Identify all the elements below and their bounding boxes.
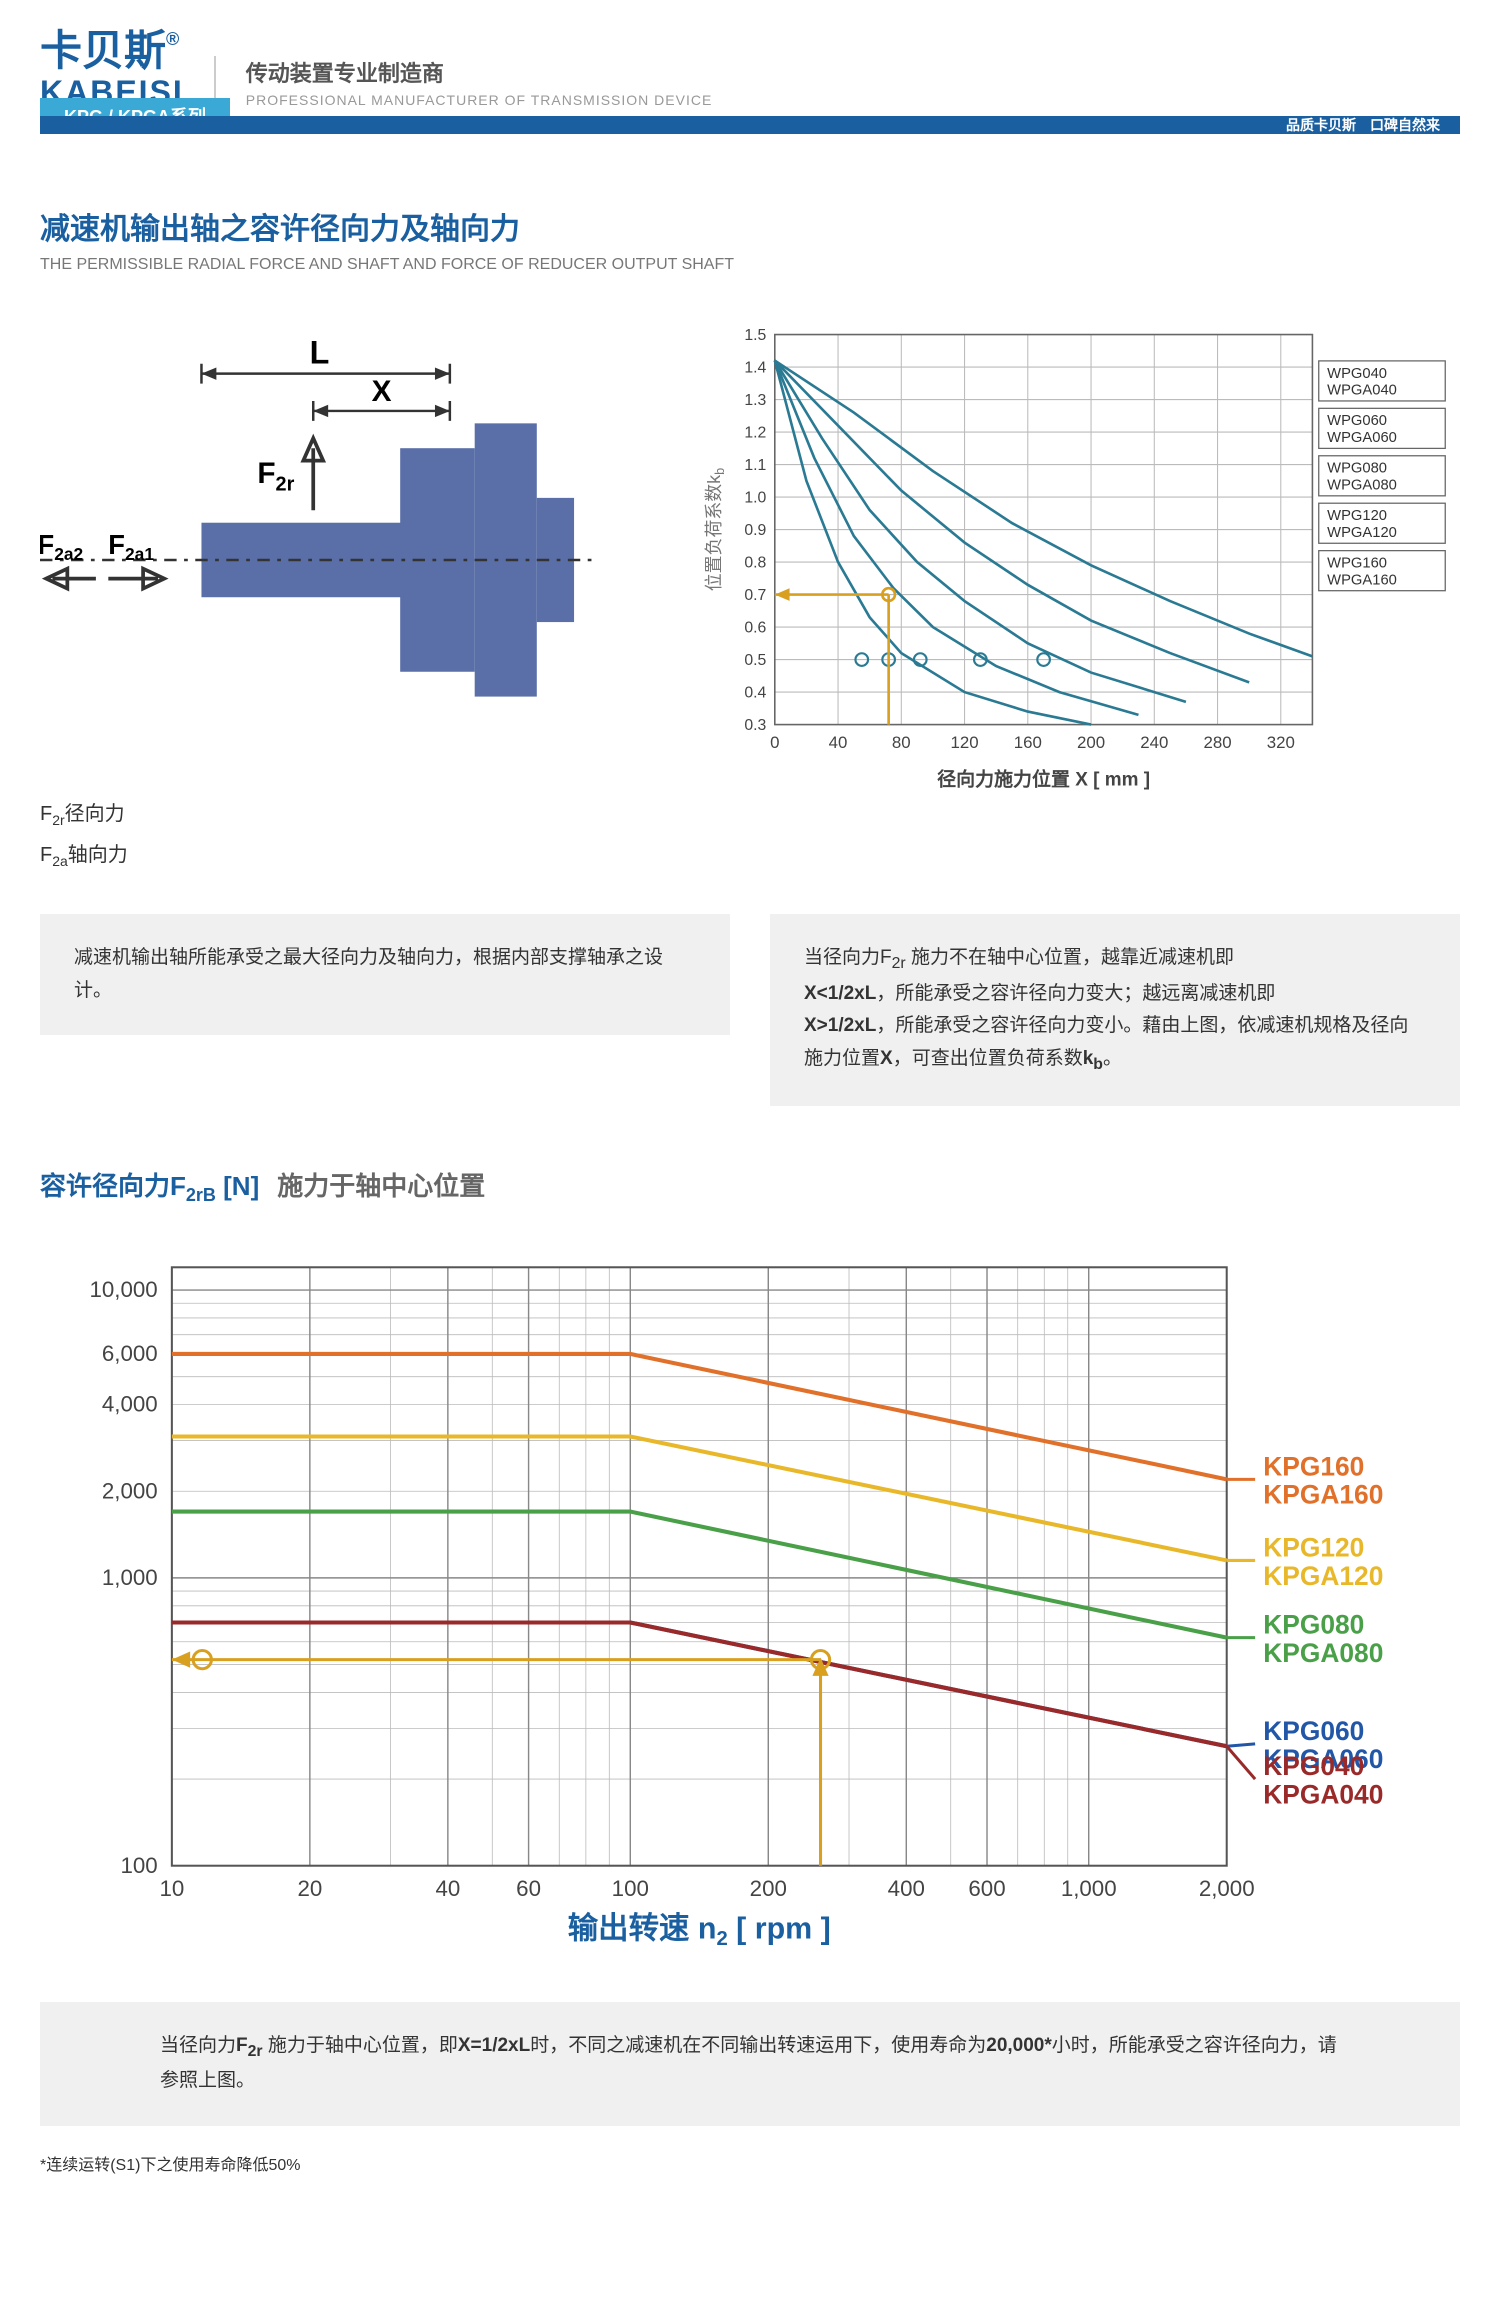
label-F2a2: F2a2 [40,529,83,564]
footnote: *连续运转(S1)下之使用寿命降低50% [40,2151,1460,2175]
svg-text:WPGA040: WPGA040 [1327,383,1397,399]
tagline-en: PROFESSIONAL MANUFACTURER OF TRANSMISSIO… [246,92,713,108]
svg-text:120: 120 [950,733,978,752]
row-notes: 减速机输出轴所能承受之最大径向力及轴向力，根据内部支撑轴承之设计。 当径向力F2… [40,914,1460,1106]
svg-text:WPG080: WPG080 [1327,461,1387,477]
svg-text:位置负荷系数kb: 位置负荷系数kb [704,468,727,591]
svg-text:1.2: 1.2 [744,424,766,441]
radial-force-chart-wrap: 10 20 40 60 100 200 400 600 1,000 2,000 100 1,000 10… [40,1247,1460,1962]
svg-text:160: 160 [1014,733,1042,752]
section-title-cn: 减速机输出轴之容许径向力及轴向力 [40,204,1460,248]
svg-text:320: 320 [1267,733,1295,752]
svg-text:200: 200 [750,1876,787,1901]
svg-text:100: 100 [120,1852,157,1877]
svg-text:1.0: 1.0 [744,489,766,506]
svg-text:200: 200 [1077,733,1105,752]
svg-text:KPG040: KPG040 [1263,1751,1364,1781]
svg-text:0.5: 0.5 [744,652,766,669]
header: 卡贝斯® KABEISI 传动装置专业制造商 PROFESSIONAL MANU… [40,30,1460,108]
svg-text:KPG080: KPG080 [1263,1609,1364,1639]
legend-radial: F2r径向力 [40,796,661,833]
svg-text:1.1: 1.1 [744,457,766,474]
svg-text:输出转速 n2 [ rpm ]: 输出转速 n2 [ rpm ] [568,1911,831,1949]
svg-text:600: 600 [968,1876,1005,1901]
brand-cn: 卡贝斯® [40,30,184,72]
svg-text:0.4: 0.4 [744,684,766,701]
svg-text:0: 0 [770,733,779,752]
svg-text:40: 40 [435,1876,460,1901]
svg-text:KPGA080: KPGA080 [1263,1638,1383,1668]
svg-text:400: 400 [888,1876,925,1901]
svg-text:20: 20 [297,1876,322,1901]
label-F2a1: F2a1 [108,529,154,564]
brand-block: 卡贝斯® KABEISI [40,30,184,108]
svg-text:1.5: 1.5 [744,327,766,344]
svg-text:2,000: 2,000 [102,1478,158,1503]
svg-text:0.7: 0.7 [744,587,766,604]
svg-text:80: 80 [892,733,911,752]
svg-text:WPGA160: WPGA160 [1327,572,1397,588]
svg-text:100: 100 [612,1876,649,1901]
svg-text:0.9: 0.9 [744,522,766,539]
svg-text:WPG060: WPG060 [1327,413,1387,429]
svg-text:WPGA080: WPGA080 [1327,478,1397,494]
svg-text:2,000: 2,000 [1199,1876,1255,1901]
svg-text:0.8: 0.8 [744,554,766,571]
band-slogan: 品质卡贝斯 口碑自然来 [1286,116,1440,134]
row-diagrams: L X F2r [40,324,1460,874]
chart2-title: 容许径向力F2rB [N]施力于轴中心位置 [40,1166,1460,1206]
tagline-block: 传动装置专业制造商 PROFESSIONAL MANUFACTURER OF T… [214,56,713,108]
svg-text:40: 40 [829,733,848,752]
position-factor-chart: 0 40 80 120 160 200 240 280 320 0.3 0.4 0.5 0.6 0.7 0.… [701,324,1460,798]
svg-text:1.4: 1.4 [744,359,766,376]
section-title-en: THE PERMISSIBLE RADIAL FORCE AND SHAFT A… [40,256,1460,274]
label-L: L [310,335,330,371]
shaft-diagram: L X F2r [40,324,661,771]
label-X: X [372,375,392,408]
note-bottom: 当径向力F2r 施力于轴中心位置，即X=1/2xL时，不同之减速机在不同输出转速… [40,2002,1460,2126]
svg-text:6,000: 6,000 [102,1341,158,1366]
svg-text:径向力施力位置 X [ mm ]: 径向力施力位置 X [ mm ] [937,768,1150,791]
svg-text:KPG060: KPG060 [1263,1716,1364,1746]
svg-text:WPGA060: WPGA060 [1327,430,1397,446]
radial-force-chart: 10 20 40 60 100 200 400 600 1,000 2,000 100 1,000 10… [40,1247,1460,1957]
label-F2r: F2r [257,457,294,495]
svg-text:280: 280 [1203,733,1231,752]
svg-text:KPGA160: KPGA160 [1263,1479,1383,1509]
svg-text:KPG160: KPG160 [1263,1451,1364,1481]
svg-text:KPGA040: KPGA040 [1263,1779,1383,1809]
svg-text:4,000: 4,000 [102,1391,158,1416]
note-left: 减速机输出轴所能承受之最大径向力及轴向力，根据内部支撑轴承之设计。 [40,914,730,1035]
svg-text:1,000: 1,000 [1061,1876,1117,1901]
svg-text:WPG160: WPG160 [1327,556,1387,572]
svg-text:WPG120: WPG120 [1327,508,1387,524]
svg-text:KPG120: KPG120 [1263,1532,1364,1562]
header-band: KPG / KPGA系列 品质卡贝斯 口碑自然来 [40,116,1460,134]
svg-text:KPGA120: KPGA120 [1263,1560,1383,1590]
svg-text:0.3: 0.3 [744,717,766,734]
svg-text:1.3: 1.3 [744,392,766,409]
svg-text:240: 240 [1140,733,1168,752]
svg-text:10: 10 [159,1876,184,1901]
legend-axial: F2a轴向力 [40,837,661,874]
svg-text:1,000: 1,000 [102,1565,158,1590]
svg-text:60: 60 [516,1876,541,1901]
svg-text:0.6: 0.6 [744,619,766,636]
svg-text:10,000: 10,000 [89,1277,157,1302]
svg-text:WPGA120: WPGA120 [1327,525,1397,541]
tagline-cn: 传动装置专业制造商 [246,56,713,88]
svg-text:WPG040: WPG040 [1327,366,1387,382]
note-right: 当径向力F2r 施力不在轴中心位置，越靠近减速机即X<1/2xL，所能承受之容许… [770,914,1460,1106]
